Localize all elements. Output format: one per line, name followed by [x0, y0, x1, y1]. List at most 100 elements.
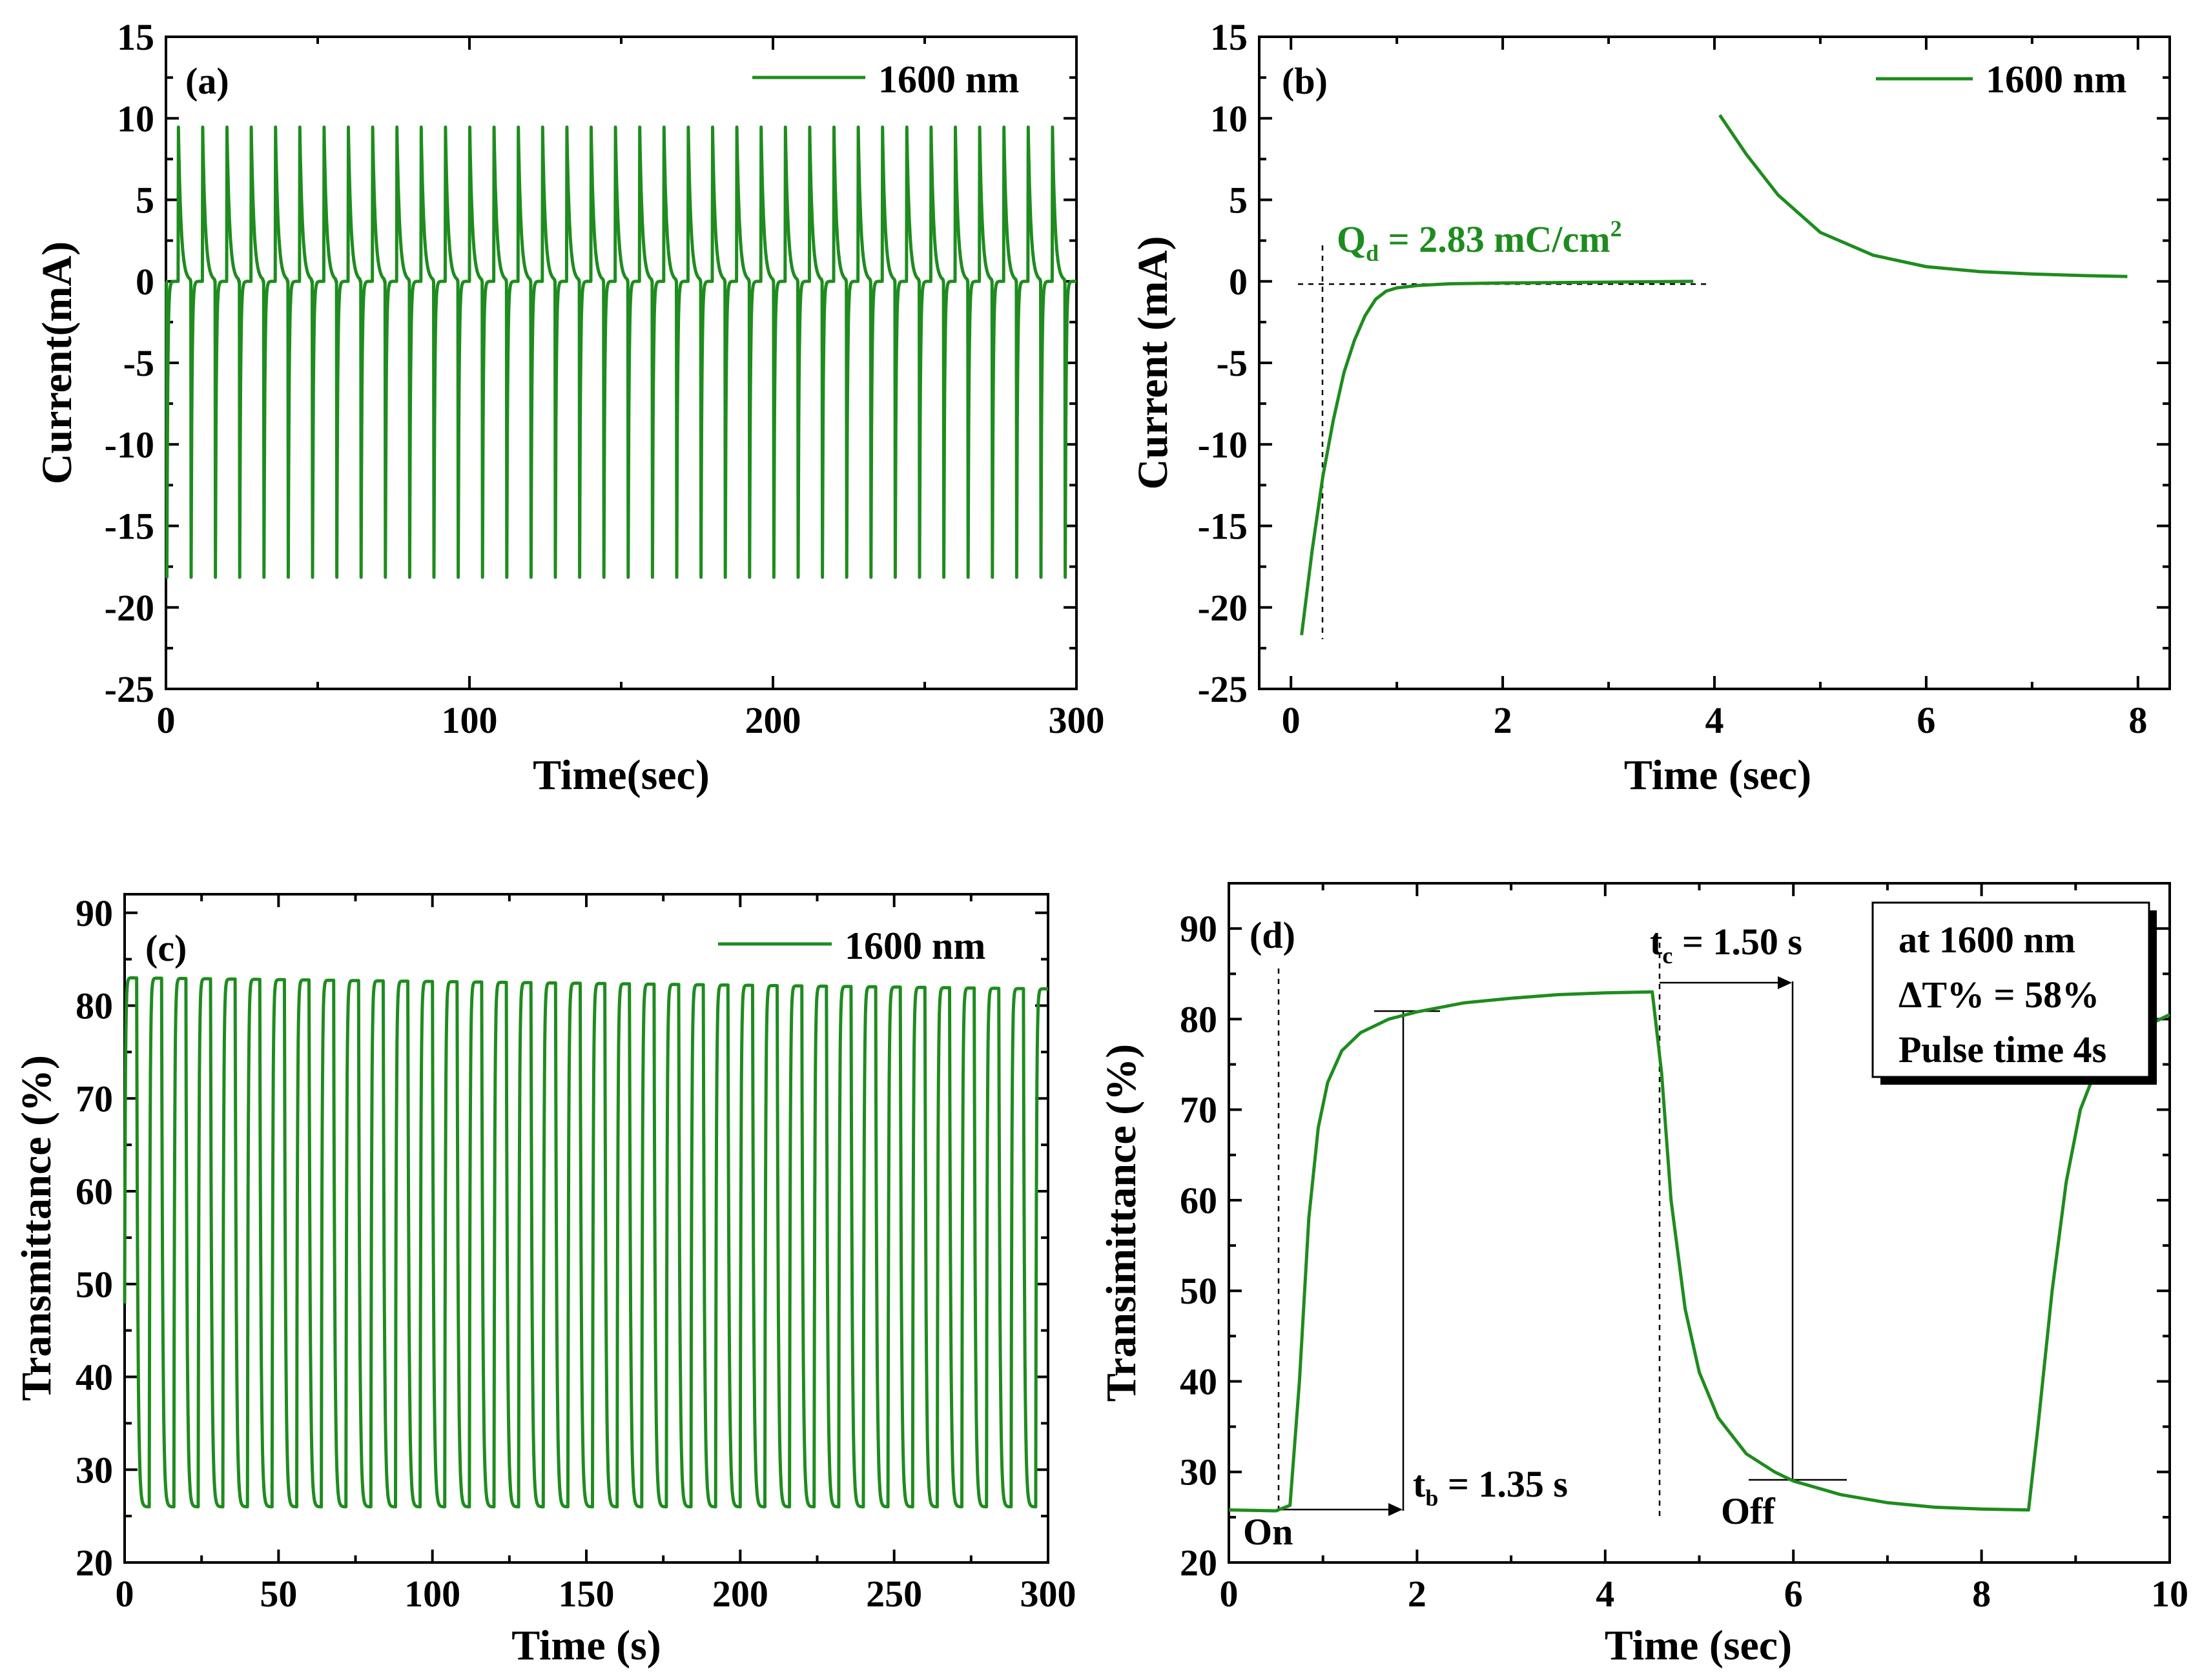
- x-tick-label: 300: [1049, 699, 1105, 741]
- x-tick-label: 150: [559, 1573, 615, 1615]
- x-tick-label: 200: [745, 699, 801, 741]
- panel-d-tb-label: tb = 1.35 s: [1413, 1463, 1568, 1511]
- y-tick-label: 5: [136, 179, 154, 221]
- y-tick-label: -20: [105, 587, 154, 629]
- panel-c-ticks: 0 50 100 150 200 250 300 20 30 40 50 60 70 80 90: [76, 892, 1076, 1615]
- panel-a-y-axis-title: Current(mA): [34, 241, 81, 484]
- panel-b-ticks: 0 2 4 6 8 -25 -20 -15 -10 -5 0 5 10 15: [1198, 16, 2170, 741]
- panel-c-transmittance-vs-time: 0 50 100 150 200 250 300 20 30 40 50 60 70 80 90 (c) 1…: [13, 892, 1076, 1669]
- y-tick-label: -15: [105, 506, 154, 548]
- panel-d-tc-arrowhead: [1778, 976, 1792, 989]
- panel-d-info-wavelength: at 1600 nm: [1898, 919, 2075, 961]
- y-tick-label: 80: [76, 985, 113, 1027]
- panel-b-coloring-curve: [1300, 280, 1694, 636]
- panel-d-tb-arrowhead: [1388, 1503, 1403, 1516]
- panel-c-x-axis-title: Time (s): [511, 1622, 661, 1669]
- panel-d-off-label: Off: [1721, 1490, 1775, 1532]
- x-tick-label: 250: [866, 1573, 922, 1615]
- panel-b-x-axis-title: Time (sec): [1624, 752, 1811, 799]
- x-tick-label: 8: [2128, 699, 2147, 741]
- x-tick-label: 50: [260, 1573, 297, 1615]
- y-tick-label: -5: [123, 342, 154, 384]
- x-tick-label: 100: [442, 699, 498, 741]
- tb-sub: b: [1425, 1485, 1438, 1511]
- x-tick-label: 0: [157, 699, 176, 741]
- y-tick-label: -25: [105, 668, 154, 710]
- qd-main: Q: [1337, 218, 1366, 260]
- y-tick-label: -10: [105, 424, 154, 466]
- panel-a-ticks: 0 100 200 300 -25 -20 -15 -10 -5 0 5 10 15: [105, 16, 1105, 741]
- x-tick-label: 200: [712, 1573, 768, 1615]
- tc-main: t: [1650, 921, 1663, 963]
- panel-c-label: (c): [145, 927, 187, 969]
- x-tick-label: 4: [1596, 1573, 1614, 1615]
- x-tick-label: 6: [1784, 1573, 1803, 1615]
- tb-rest: = 1.35 s: [1438, 1463, 1568, 1505]
- x-tick-label: 10: [2151, 1573, 2188, 1615]
- panel-d-ticks: 0 2 4 6 8 10 20 30 40 50 60 70 80 90: [1180, 883, 2188, 1615]
- qd-sup: 2: [1610, 216, 1622, 241]
- y-tick-label: 0: [136, 261, 154, 303]
- y-tick-label: 40: [76, 1357, 113, 1398]
- tb-main: t: [1413, 1463, 1426, 1505]
- x-tick-label: 4: [1705, 699, 1724, 741]
- panel-c-legend-label: 1600 nm: [845, 925, 985, 967]
- panel-a-current-vs-time: 0 100 200 300 -25 -20 -15 -10 -5 0 5 10 15 (a) 1600 …: [34, 16, 1105, 799]
- y-tick-label: 50: [1180, 1270, 1217, 1312]
- y-tick-label: 10: [117, 97, 154, 139]
- y-tick-label: 30: [1180, 1451, 1217, 1493]
- panel-b-plot-frame: [1258, 36, 2171, 690]
- y-tick-label: 60: [76, 1171, 113, 1213]
- y-tick-label: 90: [1180, 908, 1217, 950]
- y-tick-label: 70: [76, 1078, 113, 1120]
- qd-rest: = 2.83 mC/cm: [1379, 218, 1610, 260]
- panel-d-on-label: On: [1243, 1511, 1293, 1553]
- panel-a-label: (a): [185, 60, 229, 102]
- panel-b-bleaching-curve: [1718, 114, 2128, 278]
- y-tick-label: -5: [1217, 342, 1248, 384]
- tc-rest: = 1.50 s: [1672, 921, 1802, 963]
- y-tick-label: -10: [1198, 424, 1248, 466]
- x-tick-label: 8: [1972, 1573, 1991, 1615]
- y-tick-label: -25: [1198, 668, 1248, 710]
- y-tick-label: 20: [1180, 1542, 1217, 1584]
- panel-d-info-box: [1871, 901, 2150, 1078]
- x-tick-label: 0: [116, 1573, 134, 1615]
- y-tick-label: 15: [117, 16, 154, 58]
- panel-a-legend-label: 1600 nm: [878, 58, 1019, 101]
- panel-a-x-axis-title: Time(sec): [533, 752, 710, 799]
- panel-b-y-axis-title: Current (mA): [1129, 236, 1177, 490]
- panel-a-series-line: [165, 125, 1078, 579]
- y-tick-label: 90: [76, 892, 113, 934]
- panel-c-series-line: [123, 976, 1049, 1509]
- panel-b-label: (b): [1282, 60, 1328, 102]
- x-tick-label: 2: [1408, 1573, 1426, 1615]
- panel-b-current-zoom: 0 2 4 6 8 -25 -20 -15 -10 -5 0 5 10 15 (b) 1600 nm Qd…: [1129, 16, 2171, 799]
- panel-d-label: (d): [1250, 914, 1295, 956]
- y-tick-label: -15: [1198, 506, 1248, 548]
- x-tick-label: 100: [404, 1573, 460, 1615]
- qd-sub: d: [1366, 240, 1379, 266]
- y-tick-label: 80: [1180, 998, 1217, 1040]
- x-tick-label: 300: [1020, 1573, 1076, 1615]
- y-tick-label: 40: [1180, 1360, 1217, 1402]
- panel-d-y-axis-title: Transimittance (%): [1098, 1044, 1145, 1402]
- panel-c-y-axis-title: Transmittance (%): [13, 1055, 60, 1401]
- y-tick-label: 30: [76, 1449, 113, 1491]
- panel-d-tc-label: tc = 1.50 s: [1650, 921, 1802, 968]
- panel-d-x-axis-title: Time (sec): [1605, 1622, 1792, 1669]
- y-tick-label: 20: [76, 1542, 113, 1584]
- x-tick-label: 6: [1917, 699, 1935, 741]
- x-tick-label: 2: [1494, 699, 1512, 741]
- y-tick-label: -20: [1198, 587, 1248, 629]
- x-tick-label: 0: [1220, 1573, 1239, 1615]
- panel-b-charge-density-annotation: Qd = 2.83 mC/cm2: [1337, 216, 1622, 266]
- y-tick-label: 15: [1210, 16, 1248, 58]
- panel-a-plot-frame: [165, 36, 1078, 690]
- tc-sub: c: [1662, 943, 1672, 968]
- panel-b-legend-label: 1600 nm: [1986, 58, 2126, 101]
- x-tick-label: 0: [1282, 699, 1301, 741]
- panel-d-info-pulse-time: Pulse time 4s: [1898, 1029, 2106, 1070]
